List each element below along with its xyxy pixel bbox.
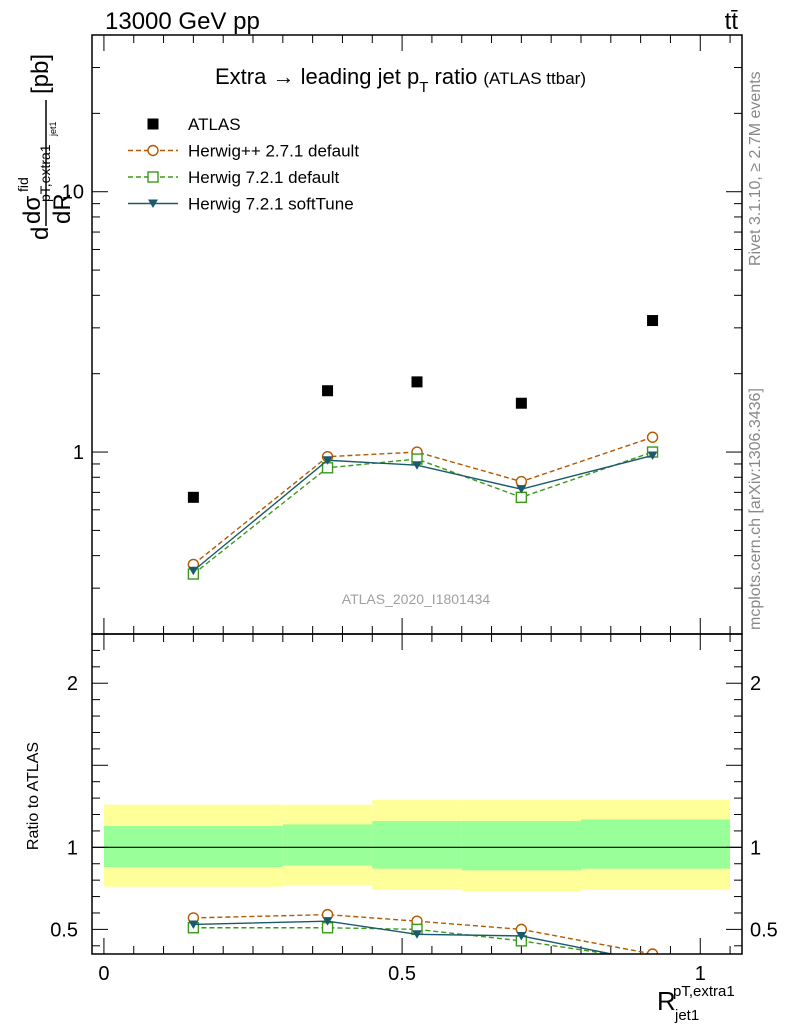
ratio-series-2-point	[412, 930, 422, 939]
stat-uncertainty-band	[103, 826, 283, 868]
svg-text:jet1: jet1	[48, 121, 58, 137]
y-tick-label: 10	[62, 182, 84, 204]
legend-marker	[147, 144, 159, 157]
ratio-series-line-0	[193, 913, 653, 954]
svg-text:[pb]: [pb]	[27, 54, 54, 94]
ratio-series-1-point	[648, 956, 658, 966]
ratio-y-tick-label-right: 1	[750, 837, 761, 859]
ratio-series-2-point	[516, 931, 527, 941]
ratio-series-layer	[187, 908, 659, 967]
svg-text:dR: dR	[49, 193, 76, 224]
main-series-3-point	[322, 385, 334, 397]
stat-uncertainty-band	[580, 819, 731, 869]
legend-marker	[148, 199, 158, 208]
main-axis-ticks: 1 10	[62, 34, 742, 635]
legend-entry-label: Herwig++ 2.7.1 default	[188, 142, 359, 161]
svg-text:R: R	[657, 986, 676, 1016]
svg-text:dσ: dσ	[19, 196, 46, 224]
legend-marker	[147, 171, 159, 183]
main-series-2-point	[188, 566, 199, 576]
stat-uncertainty-band	[461, 821, 581, 871]
main-series-0-point	[515, 475, 528, 488]
ratio-y-tick-label-right: 0.5	[750, 919, 778, 941]
mcplots-label: mcplots.cern.ch [arXiv:1306.3436]	[747, 388, 764, 630]
main-series-2-point	[647, 451, 658, 460]
ratio-uncertainty-bands	[92, 799, 742, 892]
plot-title: Extra → leading jet pT ratio (ATLAS ttbar…	[215, 64, 586, 96]
ratio-y-tick-label-right: 2	[750, 673, 761, 695]
ratio-y-axis-label: Ratio to ATLAS	[25, 742, 42, 850]
main-y-axis-label: d dσ fid pT,extra1 jet1 dR [pb]	[15, 54, 76, 240]
main-series-3-point	[515, 397, 527, 409]
ratio-y-tick-label: 2	[67, 673, 78, 695]
legend-marker	[147, 118, 159, 130]
ratio-y-tick-label: 0.5	[50, 919, 78, 941]
process-label: tt̄	[725, 8, 739, 35]
legend: ATLAS Herwig++ 2.7.1 default Herwig 7.2.1 …	[128, 115, 359, 214]
svg-text:pT,extra1: pT,extra1	[37, 144, 53, 202]
legend-entry-label: Herwig 7.2.1 default	[188, 168, 339, 187]
ratio-series-2-point	[322, 917, 333, 926]
x-axis-label: R pT,extra1 jet1	[657, 983, 735, 1024]
main-series-line-1	[192, 451, 653, 575]
ratio-series-line-1	[193, 927, 614, 954]
legend-entry-label: ATLAS	[188, 115, 241, 134]
stat-uncertainty-band	[282, 824, 373, 866]
main-series-line-2	[192, 454, 653, 572]
ratio-series-2-point	[188, 920, 199, 929]
ratio-y-tick-label: 1	[67, 837, 78, 859]
y-tick-label: 1	[73, 442, 84, 464]
ratio-axis-ticks: 0.5 0.5 1 1 2 2 0 0.5 1	[50, 634, 778, 985]
main-series-2-point	[322, 456, 333, 465]
main-series-0-point	[646, 431, 659, 443]
stat-uncertainty-band	[372, 821, 462, 869]
svg-text:jet1: jet1	[674, 1007, 699, 1024]
svg-text:fid: fid	[15, 177, 31, 192]
svg-text:d: d	[27, 227, 54, 240]
analysis-watermark: ATLAS_2020_I1801434	[342, 591, 491, 607]
main-series-2-point	[516, 485, 527, 494]
main-series-line-0	[192, 436, 653, 565]
ratio-series-0-point	[646, 948, 659, 954]
main-series-3-point	[187, 491, 199, 503]
x-tick-label: 1	[695, 963, 706, 985]
main-series-2-point	[412, 461, 422, 470]
x-tick-label: 0.5	[388, 963, 416, 985]
svg-text:pT,extra1: pT,extra1	[673, 983, 735, 1000]
main-series-3-point	[647, 315, 659, 327]
energy-label: 13000 GeV pp	[105, 8, 260, 35]
x-tick-label: 0	[98, 963, 109, 985]
main-series-1-point	[515, 491, 528, 504]
rivet-version-label: Rivet 3.1.10, ≥ 2.7M events	[747, 71, 764, 266]
main-series-layer	[187, 315, 659, 580]
ratio-series-2-point	[648, 958, 658, 967]
main-series-3-point	[411, 376, 423, 388]
legend-entry-label: Herwig 7.2.1 softTune	[188, 195, 354, 214]
ratio-panel-frame	[91, 633, 743, 955]
